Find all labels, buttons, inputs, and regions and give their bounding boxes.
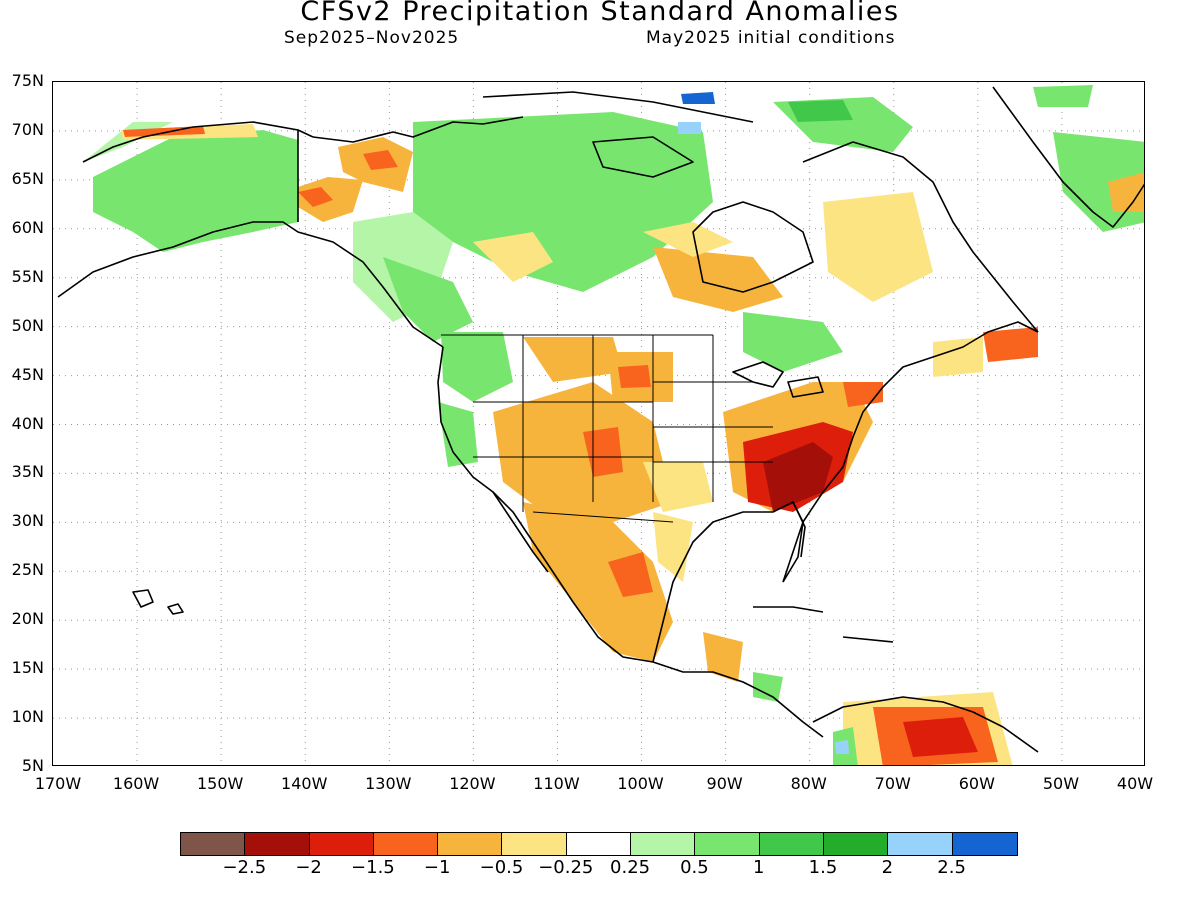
bc-wet	[383, 257, 473, 342]
central-america-dry	[703, 632, 743, 682]
colorbar-label: −1.5	[351, 857, 395, 878]
colorbar-label: −1	[423, 857, 451, 878]
southeast-us-dry	[763, 442, 833, 512]
maritimes-dry	[983, 327, 1038, 362]
init-label: May2025 initial conditions	[646, 28, 896, 48]
lat-tick-label: 20N	[11, 609, 44, 629]
lat-tick-label: 70N	[11, 119, 44, 139]
lon-tick-label: 100W	[617, 774, 664, 793]
anomaly-map	[53, 82, 1144, 765]
lon-tick-label: 150W	[196, 774, 244, 793]
colorbar-swatch	[823, 833, 889, 855]
colorbar-label: 0.5	[680, 857, 709, 878]
colorbar-swatch	[631, 833, 696, 855]
greenland-dry	[1108, 172, 1144, 212]
lat-tick-label: 40N	[11, 413, 44, 433]
lon-tick-label: 110W	[533, 774, 580, 793]
colorbar-swatch	[309, 833, 374, 855]
colorbar-label: 1	[752, 857, 765, 878]
colorbar-swatch	[888, 833, 953, 855]
ontario-dry	[653, 247, 783, 312]
colorbar-swatch	[566, 833, 632, 855]
colorbar-swatch	[438, 833, 503, 855]
lat-tick-label: 45N	[11, 364, 44, 384]
lat-tick-label: 50N	[11, 315, 44, 335]
colorbar-swatch	[245, 833, 310, 855]
maritimes-light	[933, 337, 983, 377]
lat-tick-label: 75N	[11, 71, 44, 90]
lon-tick-label: 50W	[1042, 774, 1080, 793]
lon-tick-label: 120W	[449, 774, 496, 793]
colorbar-swatch	[502, 833, 567, 855]
arctic-islands-very-wet	[681, 92, 715, 104]
lon-tick-label: 80W	[790, 774, 827, 793]
colorbar-label: −2.5	[222, 857, 267, 878]
yukon-spot	[298, 187, 333, 207]
lon-tick-label: 140W	[281, 774, 328, 793]
colorbar-label: 0.25	[610, 857, 651, 878]
plains-light	[643, 462, 713, 512]
lat-tick-label: 35N	[11, 462, 44, 482]
colorbar-label: −0.25	[538, 857, 594, 878]
dakota-spot	[618, 365, 651, 388]
alaska-wet	[93, 130, 298, 252]
colorbar-swatch	[373, 833, 439, 855]
montana-dry	[523, 337, 623, 382]
lat-tick-label: 30N	[11, 511, 44, 531]
greenland-north-wet	[1033, 85, 1093, 107]
political-borders	[441, 334, 773, 523]
colorbar-label: 2	[881, 857, 894, 878]
lon-tick-label: 90W	[706, 774, 743, 793]
colombia-blue	[835, 740, 849, 754]
lat-tick-label: 55N	[11, 266, 44, 286]
colorbar-label: 2.5	[937, 857, 966, 878]
central-america-wet	[753, 672, 783, 702]
prairie-dry	[473, 232, 553, 282]
lon-tick-label: 170W	[34, 774, 82, 793]
colorbar-swatches	[180, 832, 1018, 856]
mexico-light	[653, 512, 693, 582]
ontario-light	[643, 222, 733, 257]
anomaly-fills	[83, 85, 1144, 765]
colorbar-label: 1.5	[808, 857, 838, 878]
southwest-us-dry	[493, 382, 673, 522]
lon-tick-label: 60W	[958, 774, 995, 793]
lon-tick-label: 40W	[1116, 774, 1154, 793]
pnw-wet	[441, 332, 513, 402]
lat-tick-label: 10N	[11, 707, 44, 727]
mexico-spot	[608, 552, 653, 597]
lat-tick-label: 5N	[21, 756, 44, 775]
colorbar-swatch	[952, 833, 1017, 855]
lon-tick-label: 130W	[365, 774, 412, 793]
lon-tick-label: 160W	[112, 774, 160, 793]
map-frame	[52, 81, 1145, 766]
lat-tick-label: 60N	[11, 217, 44, 237]
colorbar-swatch	[759, 833, 824, 855]
arctic-dark	[788, 100, 853, 122]
california-wet	[438, 402, 478, 467]
nwt-spot	[363, 150, 398, 170]
colorbar-label: −0.5	[479, 857, 524, 878]
colorbar-swatch	[181, 833, 246, 855]
arctic-light-blue	[678, 122, 701, 134]
lat-tick-label: 65N	[11, 168, 44, 188]
venezuela-dry	[903, 717, 978, 757]
map-title: CFSv2 Precipitation Standard Anomalies	[300, 0, 900, 27]
lat-tick-label: 15N	[11, 658, 44, 678]
lon-tick-label: 70W	[874, 774, 911, 793]
colorbar-swatch	[695, 833, 760, 855]
mexico-dry	[523, 502, 673, 662]
lat-tick-label: 25N	[11, 560, 44, 580]
coastlines	[57, 86, 1144, 753]
colorbar-label: −2	[295, 857, 322, 878]
quebec-wet	[743, 312, 843, 372]
period-label: Sep2025–Nov2025	[284, 28, 460, 48]
labrador-surround	[823, 192, 933, 302]
